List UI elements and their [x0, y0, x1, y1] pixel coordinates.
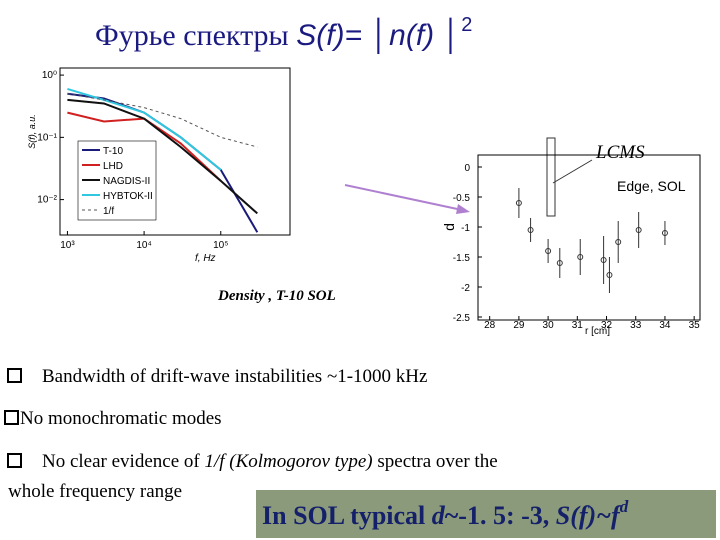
y-tick-label: 10⁰ [42, 70, 57, 81]
legend-label: NAGDIS-II [103, 176, 150, 187]
legend-label: 1/f [103, 206, 114, 217]
pointer [552, 159, 593, 184]
highlight-box [256, 490, 716, 538]
series-line [67, 92, 259, 233]
bullet-part: Bandwidth of drift-wave instabilities ~1… [42, 366, 427, 387]
x-tick-label: 10³ [60, 240, 75, 251]
bullet-marker [7, 453, 22, 468]
y-tick-label: 0 [464, 163, 470, 174]
x-tick-label: 30 [543, 320, 555, 331]
bullets: Bandwidth of drift-wave instabilities ~1… [4, 366, 498, 502]
data-point [600, 257, 607, 263]
x-tick-label: 31 [572, 320, 584, 331]
annotation: Edge, SOL [617, 178, 686, 194]
lcms-marker [546, 137, 556, 217]
x-tick-label: 10⁴ [136, 240, 151, 251]
annotation: LCMS [595, 142, 645, 163]
series-line [67, 87, 222, 171]
y-axis-label: S(f), a.u. [27, 114, 37, 149]
bullet-text: No clear evidence of 1/f (Kolmogorov typ… [42, 451, 498, 472]
bullet-part: 1/f (Kolmogorov type) [204, 451, 372, 472]
y-tick-label: -0.5 [453, 193, 471, 204]
x-tick-label: 34 [659, 320, 671, 331]
x-tick-label: 28 [484, 320, 496, 331]
annotation: Density , T-10 SOL [217, 288, 336, 304]
data-point [577, 254, 584, 260]
data-point [661, 230, 668, 236]
data-point [606, 272, 613, 278]
bullet-text: No monochromatic modes [20, 408, 222, 429]
y-tick-label: 10⁻² [37, 195, 57, 206]
y-tick-label: -1 [461, 223, 470, 234]
arrow-head [456, 204, 470, 214]
data-point [635, 227, 642, 233]
chart: 28 29 30 31 32 33 34 35 0 -0.5 -1 -1.5 -2 -2.5 r [cm] d [441, 154, 701, 337]
y-tick-label: -1.5 [453, 253, 471, 264]
data-point [545, 248, 552, 254]
plot-area [477, 154, 701, 321]
data-point [515, 200, 522, 206]
y-tick-label: -2 [461, 283, 470, 294]
arrow [344, 184, 463, 211]
y-axis-label: d [441, 223, 457, 231]
bullet-part: No clear evidence of [42, 451, 204, 472]
slide-title: Фурье спектры S(f)= │n(f) │2 [95, 14, 472, 55]
bullet-marker [4, 410, 19, 425]
bullet-marker [7, 368, 22, 383]
x-tick-label: 32 [601, 320, 613, 331]
x-tick-label: 29 [513, 320, 525, 331]
plot-area [59, 67, 291, 236]
bullet-text: whole frequency range [8, 481, 182, 502]
series-line [67, 93, 258, 148]
highlight-text: In SOL typical d~-1. 5: -3, S(f)~fd [262, 497, 629, 530]
chart: 10³ 10⁴ 10⁵ 10⁰ 10⁻¹ 10⁻² f, Hz S(f), a.u. T-10 L… [27, 67, 291, 264]
bullet-text: Bandwidth of drift-wave instabilities ~1… [42, 366, 427, 387]
bullet-part: No monochromatic modes [20, 408, 222, 429]
data-point [615, 239, 622, 245]
legend-label: LHD [103, 161, 123, 172]
x-tick-label: 33 [630, 320, 642, 331]
x-tick-label: 35 [689, 320, 701, 331]
series-line [67, 98, 258, 215]
y-tick-label: 10⁻¹ [37, 132, 57, 143]
legend-label: T-10 [103, 146, 123, 157]
x-tick-label: 10⁵ [213, 240, 228, 251]
data-point [527, 227, 534, 233]
legend-box [77, 140, 157, 221]
x-axis-label: r [cm] [585, 326, 610, 337]
y-tick-label: -2.5 [453, 313, 471, 324]
series-line [67, 111, 222, 182]
data-point [556, 260, 563, 266]
bullet-part: spectra over the [373, 451, 498, 472]
legend-label: НYBTOK-II [103, 191, 153, 202]
x-axis-label: f, Hz [195, 253, 216, 264]
